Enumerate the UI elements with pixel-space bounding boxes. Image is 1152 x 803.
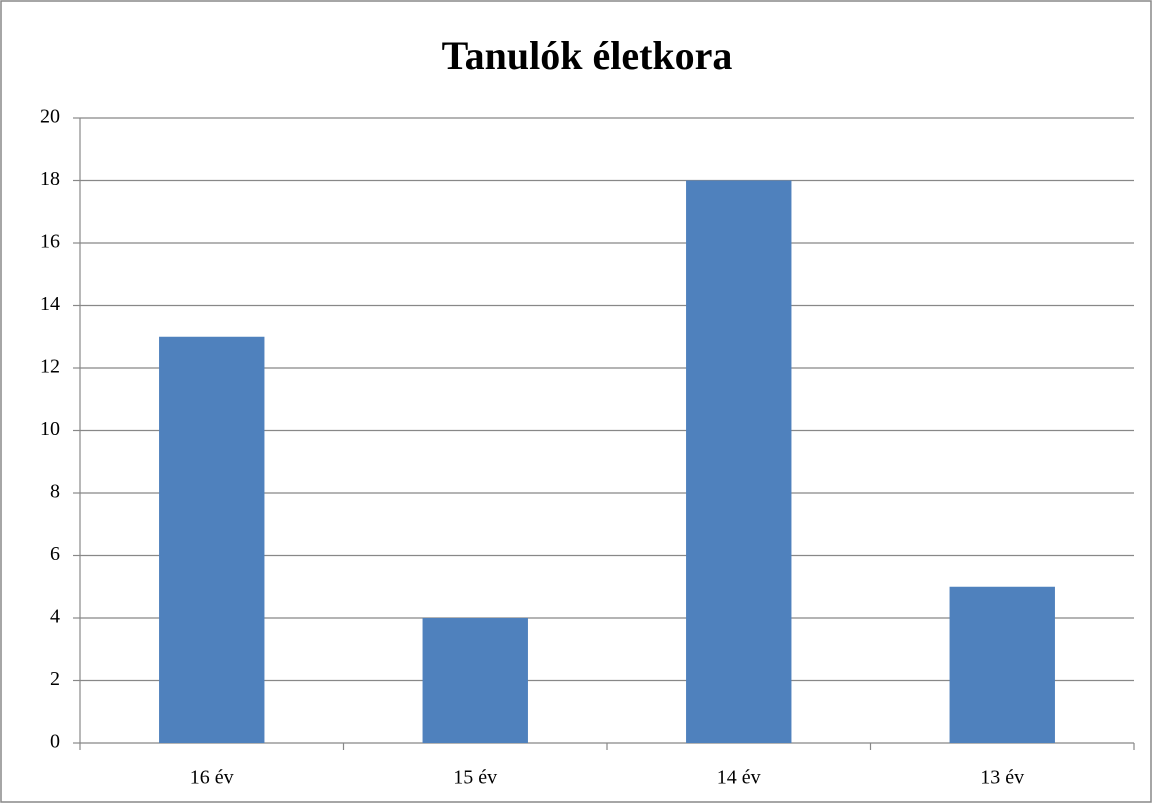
y-tick-label: 0 — [50, 731, 60, 753]
bar — [422, 618, 528, 743]
y-tick-label: 4 — [50, 606, 60, 628]
bar — [159, 336, 265, 743]
y-tick-label: 2 — [50, 668, 60, 690]
y-tick-label: 10 — [40, 418, 60, 440]
bar — [949, 586, 1055, 743]
x-tick-label: 16 év — [190, 767, 234, 789]
y-tick-label: 12 — [40, 356, 60, 378]
y-tick-label: 8 — [50, 481, 60, 503]
y-tick-label: 20 — [40, 106, 60, 128]
x-tick-label: 13 év — [980, 767, 1024, 789]
chart-title: Tanulók életkora — [442, 33, 733, 78]
y-tick-label: 14 — [40, 293, 60, 315]
bar — [686, 180, 792, 743]
x-tick-label: 14 év — [717, 767, 761, 789]
y-tick-label: 6 — [50, 543, 60, 565]
y-tick-label: 16 — [40, 231, 60, 253]
y-tick-label: 18 — [40, 168, 60, 190]
x-tick-label: 15 év — [453, 767, 497, 789]
